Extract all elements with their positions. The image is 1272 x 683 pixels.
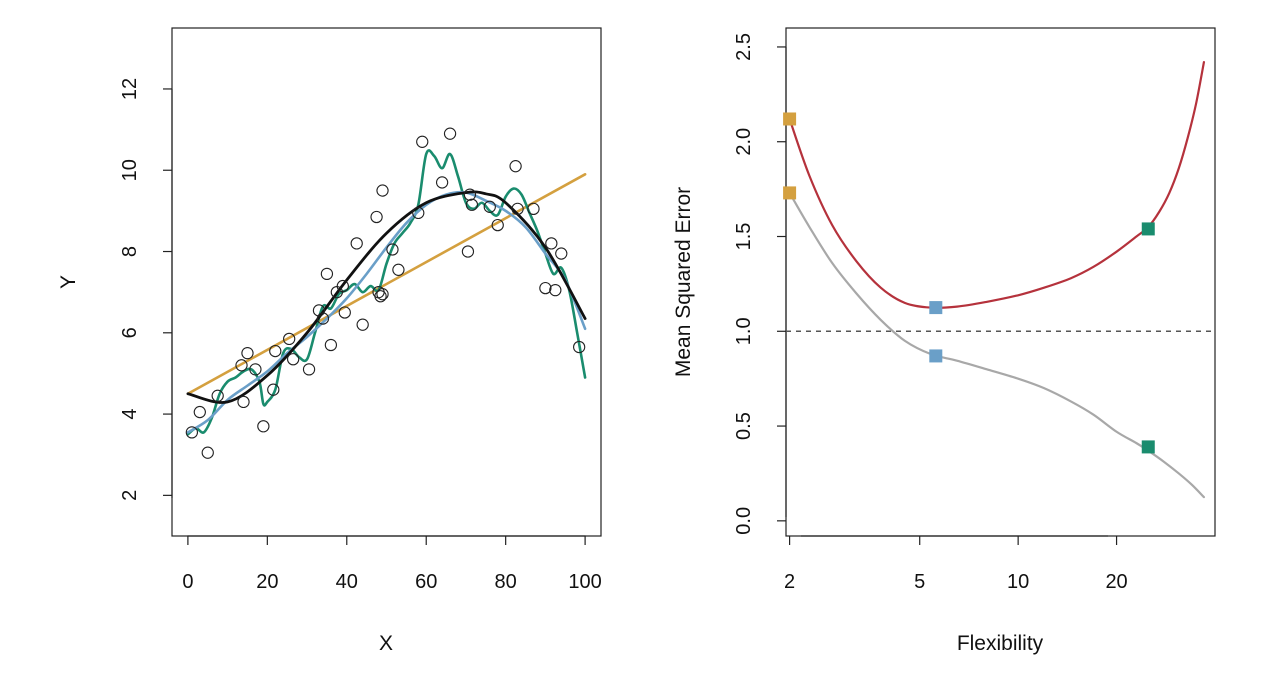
series-line-linear-regression xyxy=(186,173,587,396)
data-point xyxy=(283,332,296,346)
right-y-tick-label: 2.0 xyxy=(733,128,755,156)
right-x-ticks: 2 5 10 20 xyxy=(784,536,1128,593)
data-point xyxy=(374,290,387,303)
right-mse-curves xyxy=(788,61,1206,499)
series-line-smoothing-spline-flexible xyxy=(186,149,587,436)
left-x-tick-label: 100 xyxy=(568,571,601,593)
square-marker xyxy=(1141,222,1155,236)
data-point xyxy=(269,344,282,358)
data-point xyxy=(412,206,425,220)
right-x-tick-label: 20 xyxy=(1105,571,1127,593)
data-point xyxy=(211,389,224,402)
left-y-ticks: 2 4 6 8 10 12 xyxy=(119,78,172,501)
series-line-smoothing-spline-moderate xyxy=(186,190,587,434)
data-point xyxy=(549,283,562,297)
right-x-tick-label: 2 xyxy=(784,571,795,593)
data-point xyxy=(312,304,326,317)
series-line-test-mse xyxy=(788,61,1206,309)
data-point xyxy=(491,218,504,232)
right-x-axis-label: Flexibility xyxy=(957,632,1044,655)
data-point xyxy=(370,210,383,224)
left-x-tick-label: 60 xyxy=(415,571,437,593)
data-point xyxy=(267,383,280,396)
data-point xyxy=(573,340,586,354)
data-point xyxy=(316,312,330,325)
data-point xyxy=(237,395,250,409)
right-y-tick-label: 1.0 xyxy=(733,317,755,345)
data-point xyxy=(465,198,479,211)
data-point xyxy=(241,346,254,360)
data-point xyxy=(511,202,524,215)
left-y-tick-label: 6 xyxy=(119,327,141,338)
right-y-tick-label: 1.5 xyxy=(733,223,755,251)
data-point xyxy=(443,127,457,140)
left-y-tick-label: 4 xyxy=(119,409,141,420)
right-x-tick-label: 10 xyxy=(1007,571,1029,593)
data-point xyxy=(235,359,248,372)
data-point xyxy=(539,281,552,295)
data-point xyxy=(287,353,300,366)
data-point xyxy=(338,306,351,319)
right-y-tick-label: 2.5 xyxy=(733,33,755,61)
left-plot-frame xyxy=(171,27,602,537)
left-x-tick-label: 80 xyxy=(495,571,517,593)
right-y-tick-label: 0.5 xyxy=(733,412,755,440)
left-panel-scatter: 0 20 40 60 80 100 2 4 6 8 10 12 X Y xyxy=(57,27,602,655)
square-marker xyxy=(929,301,943,315)
data-point xyxy=(336,279,349,293)
right-plot-frame xyxy=(785,27,1216,537)
data-point xyxy=(463,188,477,201)
data-point xyxy=(416,135,429,148)
left-x-tick-label: 20 xyxy=(256,571,278,593)
left-y-tick-label: 8 xyxy=(119,246,141,257)
data-point xyxy=(185,426,199,439)
data-point xyxy=(386,243,399,256)
right-y-tick-label: 0.0 xyxy=(733,507,755,535)
data-point xyxy=(320,267,334,281)
data-point xyxy=(392,263,405,276)
data-point xyxy=(376,288,389,301)
left-x-ticks: 0 20 40 60 80 100 xyxy=(182,536,602,593)
left-x-tick-label: 40 xyxy=(336,571,358,593)
left-y-tick-label: 10 xyxy=(119,159,141,181)
data-point xyxy=(257,420,270,433)
left-y-tick-label: 2 xyxy=(119,490,141,501)
series-line-training-mse xyxy=(788,191,1206,499)
data-point xyxy=(201,446,214,459)
data-point xyxy=(249,363,262,376)
right-y-ticks: 0.0 0.5 1.0 1.5 2.0 2.5 xyxy=(733,33,786,535)
data-point xyxy=(555,247,568,260)
data-point xyxy=(461,245,475,258)
right-x-tick-label: 5 xyxy=(914,571,925,593)
data-point xyxy=(356,318,369,331)
data-point xyxy=(509,160,522,173)
square-marker xyxy=(783,186,797,200)
left-fit-curves xyxy=(186,149,587,436)
right-markers xyxy=(783,112,1155,454)
left-x-tick-label: 0 xyxy=(182,571,193,593)
left-y-axis-label: Y xyxy=(57,275,80,289)
data-point xyxy=(324,338,338,352)
data-point xyxy=(483,200,496,213)
right-y-axis-label: Mean Squared Error xyxy=(672,187,695,377)
square-marker xyxy=(783,112,797,126)
series-line-true-function xyxy=(186,190,587,404)
square-marker xyxy=(929,349,943,363)
data-point xyxy=(376,184,389,197)
left-data-points xyxy=(185,127,586,459)
data-point xyxy=(545,237,558,250)
data-point xyxy=(350,237,363,250)
data-point xyxy=(527,202,540,215)
left-x-axis-label: X xyxy=(379,632,393,655)
data-point xyxy=(302,363,316,376)
data-point xyxy=(435,176,449,189)
data-point xyxy=(193,405,206,419)
right-panel-mse: 2 5 10 20 0.0 0.5 1.0 1.5 2.0 2.5 Flexibility Me… xyxy=(672,27,1216,655)
square-marker xyxy=(1141,440,1155,454)
left-y-tick-label: 12 xyxy=(119,78,141,100)
